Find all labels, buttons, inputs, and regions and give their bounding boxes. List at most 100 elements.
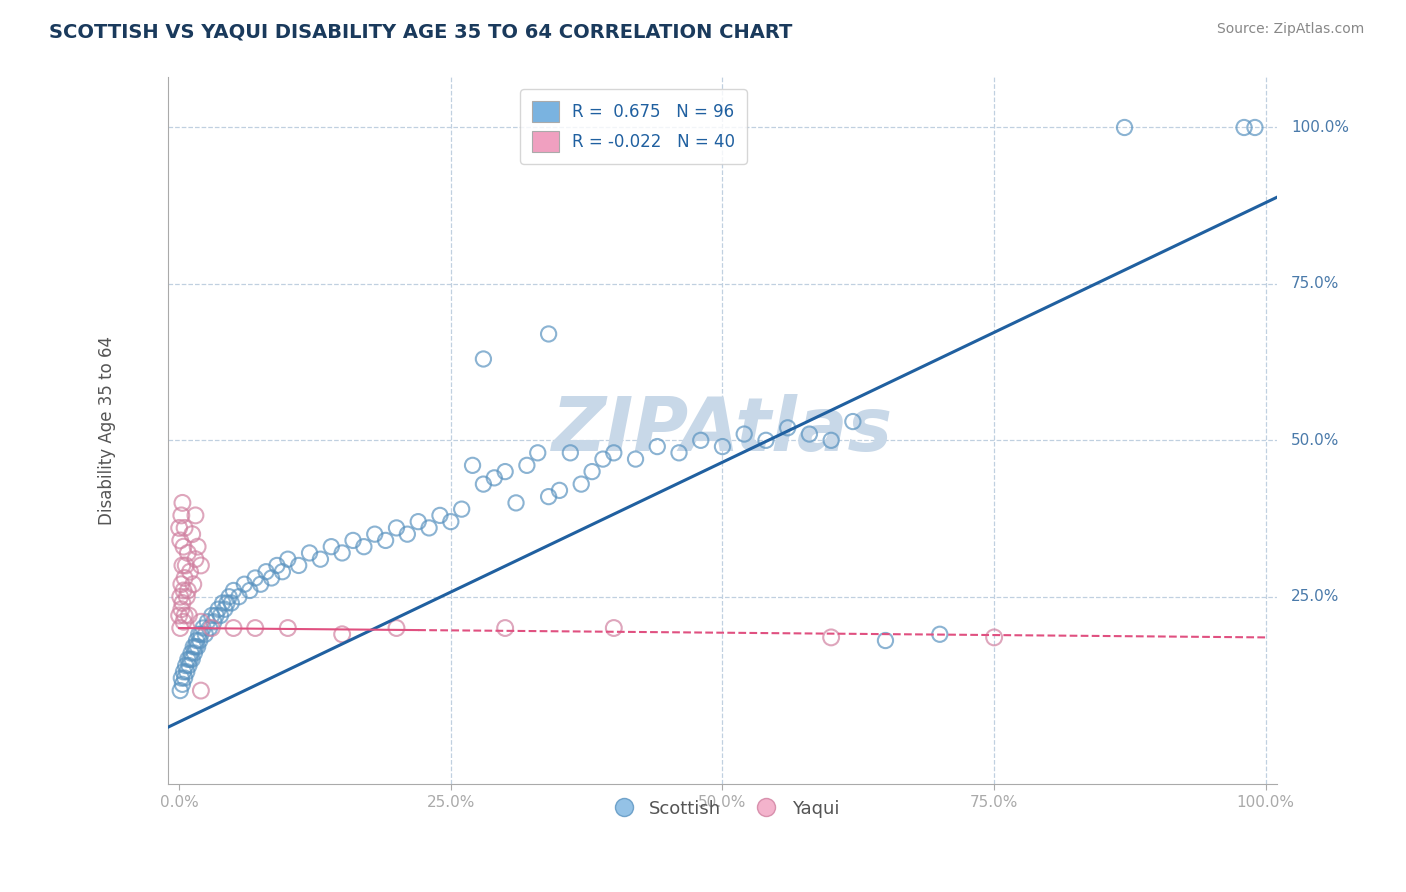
- Point: [215, 596, 238, 610]
- Text: Disability Age 35 to 64: Disability Age 35 to 64: [98, 336, 117, 525]
- Point: [170, 671, 193, 685]
- Point: [668, 446, 690, 460]
- Point: [603, 621, 626, 635]
- Point: [560, 446, 582, 460]
- Point: [245, 571, 267, 585]
- Point: [484, 471, 506, 485]
- Point: [271, 565, 294, 579]
- Point: [167, 521, 190, 535]
- Point: [755, 434, 778, 448]
- Point: [167, 608, 190, 623]
- Point: [983, 631, 1005, 645]
- Point: [186, 633, 208, 648]
- Point: [733, 427, 755, 442]
- Point: [385, 621, 408, 635]
- Text: ZIPAtlas: ZIPAtlas: [553, 394, 893, 467]
- Point: [209, 608, 232, 623]
- Point: [173, 608, 195, 623]
- Point: [330, 546, 353, 560]
- Point: [385, 521, 408, 535]
- Text: 100.0%: 100.0%: [1291, 120, 1350, 135]
- Point: [450, 502, 472, 516]
- Point: [179, 652, 201, 666]
- Point: [188, 633, 211, 648]
- Point: [254, 565, 277, 579]
- Text: 75.0%: 75.0%: [1291, 277, 1340, 292]
- Point: [194, 627, 217, 641]
- Point: [472, 351, 495, 366]
- Point: [181, 640, 204, 654]
- Point: [228, 590, 250, 604]
- Point: [569, 477, 592, 491]
- Point: [177, 608, 200, 623]
- Point: [184, 552, 207, 566]
- Point: [364, 527, 387, 541]
- Text: SCOTTISH VS YAQUI DISABILITY AGE 35 TO 64 CORRELATION CHART: SCOTTISH VS YAQUI DISABILITY AGE 35 TO 6…: [49, 22, 793, 41]
- Point: [173, 571, 195, 585]
- Point: [260, 571, 283, 585]
- Point: [592, 452, 614, 467]
- Point: [875, 633, 897, 648]
- Point: [180, 646, 202, 660]
- Point: [374, 533, 396, 548]
- Point: [603, 446, 626, 460]
- Point: [169, 621, 191, 635]
- Point: [173, 540, 195, 554]
- Point: [776, 421, 799, 435]
- Point: [173, 665, 195, 679]
- Point: [1114, 120, 1136, 135]
- Point: [187, 540, 209, 554]
- Point: [169, 533, 191, 548]
- Point: [494, 621, 516, 635]
- Point: [214, 602, 236, 616]
- Point: [169, 590, 191, 604]
- Point: [173, 615, 195, 629]
- Point: [176, 590, 198, 604]
- Point: [222, 621, 245, 635]
- Point: [494, 465, 516, 479]
- Point: [689, 434, 711, 448]
- Point: [183, 646, 205, 660]
- Point: [179, 565, 201, 579]
- Point: [211, 596, 233, 610]
- Point: [396, 527, 419, 541]
- Point: [173, 521, 195, 535]
- Point: [537, 490, 560, 504]
- Point: [197, 615, 219, 629]
- Point: [239, 583, 262, 598]
- Point: [842, 415, 865, 429]
- Point: [581, 465, 603, 479]
- Point: [177, 652, 200, 666]
- Point: [190, 558, 212, 573]
- Text: 50.0%: 50.0%: [1291, 433, 1340, 448]
- Point: [222, 583, 245, 598]
- Point: [429, 508, 451, 523]
- Point: [526, 446, 548, 460]
- Point: [170, 508, 193, 523]
- Point: [472, 477, 495, 491]
- Point: [249, 577, 271, 591]
- Point: [174, 558, 197, 573]
- Point: [191, 621, 214, 635]
- Point: [172, 596, 194, 610]
- Point: [173, 671, 195, 685]
- Point: [198, 621, 221, 635]
- Point: [277, 621, 299, 635]
- Point: [1244, 120, 1267, 135]
- Point: [187, 627, 209, 641]
- Text: 25.0%: 25.0%: [1291, 590, 1340, 604]
- Point: [173, 583, 195, 598]
- Point: [190, 683, 212, 698]
- Point: [207, 602, 229, 616]
- Point: [190, 615, 212, 629]
- Point: [245, 621, 267, 635]
- Point: [184, 640, 207, 654]
- Point: [176, 665, 198, 679]
- Point: [537, 326, 560, 341]
- Point: [190, 627, 212, 641]
- Legend: Scottish, Yaqui: Scottish, Yaqui: [599, 792, 846, 825]
- Point: [201, 621, 224, 635]
- Point: [406, 515, 429, 529]
- Point: [221, 596, 243, 610]
- Point: [418, 521, 440, 535]
